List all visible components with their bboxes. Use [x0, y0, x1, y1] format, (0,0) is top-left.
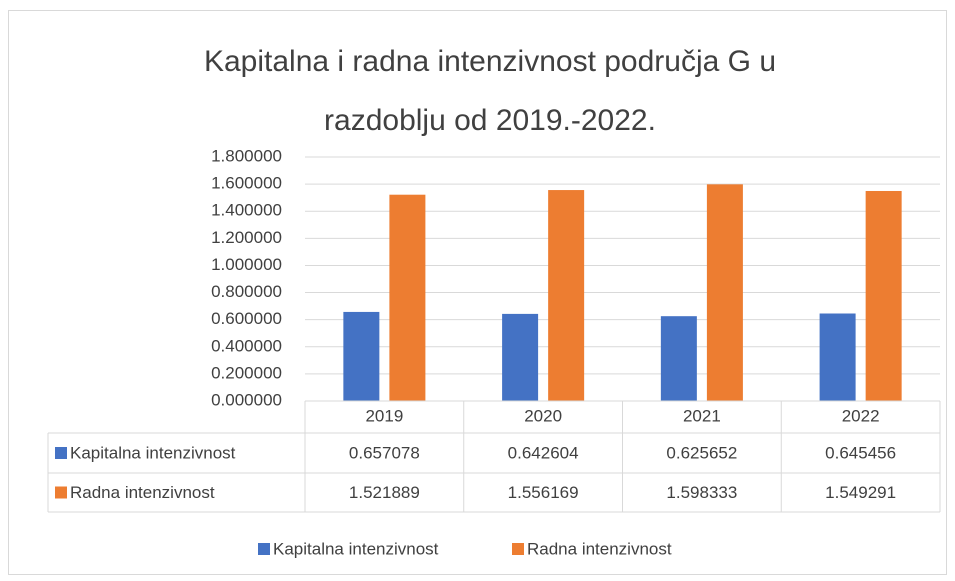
legend-label: Kapitalna intenzivnost [273, 539, 439, 558]
table-cell: 1.521889 [349, 483, 420, 502]
x-tick-label: 2021 [683, 406, 721, 425]
legend-key [258, 543, 270, 555]
table-cell: 0.645456 [825, 443, 896, 462]
y-tick-label: 0.800000 [211, 282, 282, 301]
table-cell: 0.657078 [349, 443, 420, 462]
bar [706, 184, 743, 401]
y-tick-label: 1.000000 [211, 255, 282, 274]
x-tick-label: 2022 [842, 406, 880, 425]
x-tick-label: 2020 [524, 406, 562, 425]
table-legend-key [55, 486, 67, 499]
y-tick-label: 1.800000 [211, 146, 282, 165]
y-tick-label: 1.200000 [211, 228, 282, 247]
y-tick-label: 1.600000 [211, 174, 282, 193]
bar [548, 190, 585, 401]
table-cell: 0.625652 [666, 443, 737, 462]
legend-key [512, 543, 524, 555]
bar [865, 190, 902, 401]
y-tick-label: 0.400000 [211, 336, 282, 355]
y-tick-label: 0.000000 [211, 390, 282, 409]
y-tick-label: 0.600000 [211, 309, 282, 328]
table-cell: 1.598333 [666, 483, 737, 502]
table-row-label: Radna intenzivnost [70, 483, 215, 502]
table-row-label: Kapitalna intenzivnost [70, 443, 236, 462]
table-cell: 1.549291 [825, 483, 896, 502]
y-tick-label: 1.400000 [211, 201, 282, 220]
chart-title: Kapitalna i radna intenzivnost područja … [204, 45, 776, 78]
bar [660, 316, 697, 401]
bar [343, 311, 380, 401]
table-cell: 1.556169 [508, 483, 579, 502]
bar [389, 194, 426, 401]
bar [502, 313, 539, 401]
bar [819, 313, 856, 401]
x-tick-label: 2019 [365, 406, 403, 425]
legend-label: Radna intenzivnost [527, 539, 672, 558]
table-legend-key [55, 447, 67, 459]
chart-title: razdoblju od 2019.-2022. [324, 104, 656, 137]
table-cell: 0.642604 [508, 443, 579, 462]
y-tick-label: 0.200000 [211, 363, 282, 382]
